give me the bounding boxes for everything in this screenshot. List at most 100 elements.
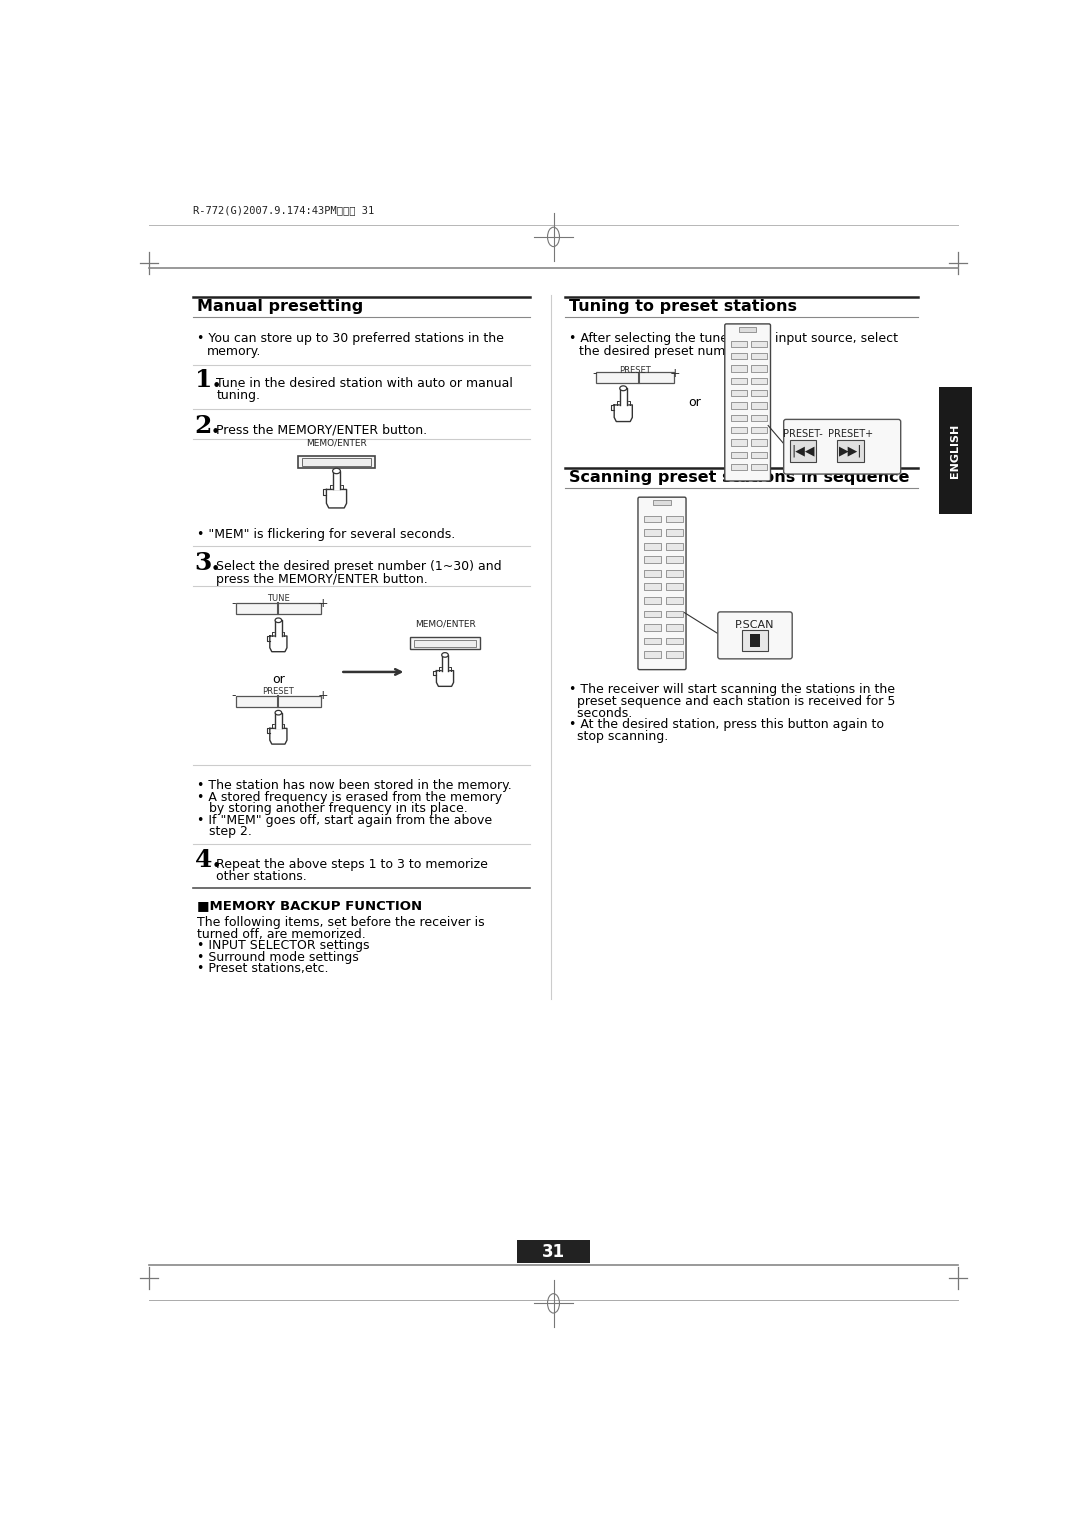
Text: seconds.: seconds. — [569, 706, 632, 720]
Polygon shape — [326, 490, 347, 508]
Text: Select the desired preset number (1~30) and: Select the desired preset number (1~30) … — [216, 560, 502, 573]
Text: Repeat the above steps 1 to 3 to memorize: Repeat the above steps 1 to 3 to memoriz… — [216, 857, 488, 871]
Polygon shape — [272, 724, 276, 729]
Text: stop scanning.: stop scanning. — [569, 729, 669, 743]
Polygon shape — [433, 671, 436, 676]
Text: Tuning to preset stations: Tuning to preset stations — [569, 299, 797, 314]
Text: • At the desired station, press this button again to: • At the desired station, press this but… — [569, 718, 885, 730]
Polygon shape — [270, 729, 287, 744]
Bar — [750, 634, 760, 647]
Bar — [644, 584, 661, 590]
Bar — [653, 500, 671, 505]
Bar — [235, 695, 321, 706]
Text: by storing another frequency in its place.: by storing another frequency in its plac… — [197, 802, 468, 814]
Bar — [665, 584, 683, 590]
Text: Scanning preset stations in sequence: Scanning preset stations in sequence — [569, 470, 909, 485]
Polygon shape — [270, 636, 287, 651]
Text: Manual presetting: Manual presetting — [197, 299, 363, 314]
Text: 4.: 4. — [194, 848, 220, 872]
Text: or: or — [688, 396, 701, 409]
Text: preset sequence and each station is received for 5: preset sequence and each station is rece… — [569, 695, 895, 708]
Bar — [644, 596, 661, 604]
Bar — [235, 604, 321, 615]
Polygon shape — [620, 389, 626, 406]
Ellipse shape — [275, 618, 282, 622]
Text: • A stored frequency is erased from the memory: • A stored frequency is erased from the … — [197, 790, 502, 804]
FancyBboxPatch shape — [638, 497, 686, 669]
Text: 1.: 1. — [194, 368, 220, 392]
Bar — [751, 464, 767, 470]
Polygon shape — [621, 401, 625, 406]
Bar — [751, 390, 767, 397]
Polygon shape — [442, 654, 448, 671]
Polygon shape — [625, 401, 630, 406]
Bar — [751, 415, 767, 421]
Bar — [751, 354, 767, 360]
Text: MEMO/ENTER: MEMO/ENTER — [415, 619, 475, 628]
Polygon shape — [334, 485, 339, 490]
Text: -: - — [231, 689, 235, 703]
Text: +: + — [318, 596, 328, 610]
Bar — [751, 439, 767, 445]
Bar — [410, 637, 480, 648]
Bar — [665, 515, 683, 523]
Text: • If "MEM" goes off, start again from the above: • If "MEM" goes off, start again from th… — [197, 814, 492, 827]
FancyBboxPatch shape — [718, 612, 793, 659]
Text: MEMO/ENTER: MEMO/ENTER — [306, 439, 367, 448]
Text: R-772(G)2007.9.174:43PM페이지 31: R-772(G)2007.9.174:43PM페이지 31 — [193, 204, 375, 215]
Bar — [730, 378, 746, 384]
Bar — [730, 415, 746, 421]
Text: • INPUT SELECTOR settings: • INPUT SELECTOR settings — [197, 939, 369, 952]
Bar — [730, 354, 746, 360]
Bar — [644, 624, 661, 631]
Polygon shape — [272, 631, 276, 636]
Text: press the MEMORY/ENTER button.: press the MEMORY/ENTER button. — [216, 572, 428, 586]
Bar — [665, 610, 683, 618]
Polygon shape — [333, 471, 340, 490]
Bar — [730, 403, 746, 409]
Bar — [665, 637, 683, 645]
Bar — [596, 372, 674, 383]
Bar — [665, 570, 683, 576]
Ellipse shape — [620, 386, 626, 390]
Bar — [751, 342, 767, 348]
Text: PRESET: PRESET — [262, 686, 294, 695]
Text: +: + — [318, 689, 328, 703]
Bar — [644, 637, 661, 645]
Text: or: or — [272, 673, 285, 686]
Bar — [751, 378, 767, 384]
Text: Press the MEMORY/ENTER button.: Press the MEMORY/ENTER button. — [216, 424, 428, 436]
Polygon shape — [339, 485, 343, 490]
Bar — [751, 403, 767, 409]
Polygon shape — [275, 621, 282, 636]
Text: • The receiver will start scanning the stations in the: • The receiver will start scanning the s… — [569, 683, 895, 697]
Text: PRESET: PRESET — [619, 366, 651, 375]
Bar — [730, 451, 746, 458]
Text: 31: 31 — [542, 1243, 565, 1261]
Text: the desired preset number.: the desired preset number. — [579, 345, 750, 358]
Bar — [644, 543, 661, 549]
Text: tuning.: tuning. — [216, 389, 260, 403]
Text: other stations.: other stations. — [216, 869, 307, 883]
Text: TUNE: TUNE — [267, 595, 289, 604]
Bar — [665, 543, 683, 549]
Polygon shape — [281, 631, 284, 636]
Text: • Surround mode settings: • Surround mode settings — [197, 950, 359, 964]
Bar — [644, 515, 661, 523]
Text: ▶▶|: ▶▶| — [838, 444, 862, 458]
Bar — [665, 557, 683, 563]
Bar — [414, 639, 476, 647]
Text: P.SCAN: P.SCAN — [735, 621, 774, 630]
Bar — [751, 366, 767, 372]
Polygon shape — [267, 729, 270, 734]
Bar — [644, 651, 661, 657]
Bar — [665, 651, 683, 657]
Polygon shape — [276, 631, 281, 636]
Bar — [665, 624, 683, 631]
Text: turned off, are memorized.: turned off, are memorized. — [197, 927, 366, 941]
Bar — [739, 326, 756, 331]
Polygon shape — [267, 636, 270, 640]
Bar — [751, 427, 767, 433]
Text: -: - — [231, 596, 235, 610]
Text: • "MEM" is flickering for several seconds.: • "MEM" is flickering for several second… — [197, 528, 456, 541]
